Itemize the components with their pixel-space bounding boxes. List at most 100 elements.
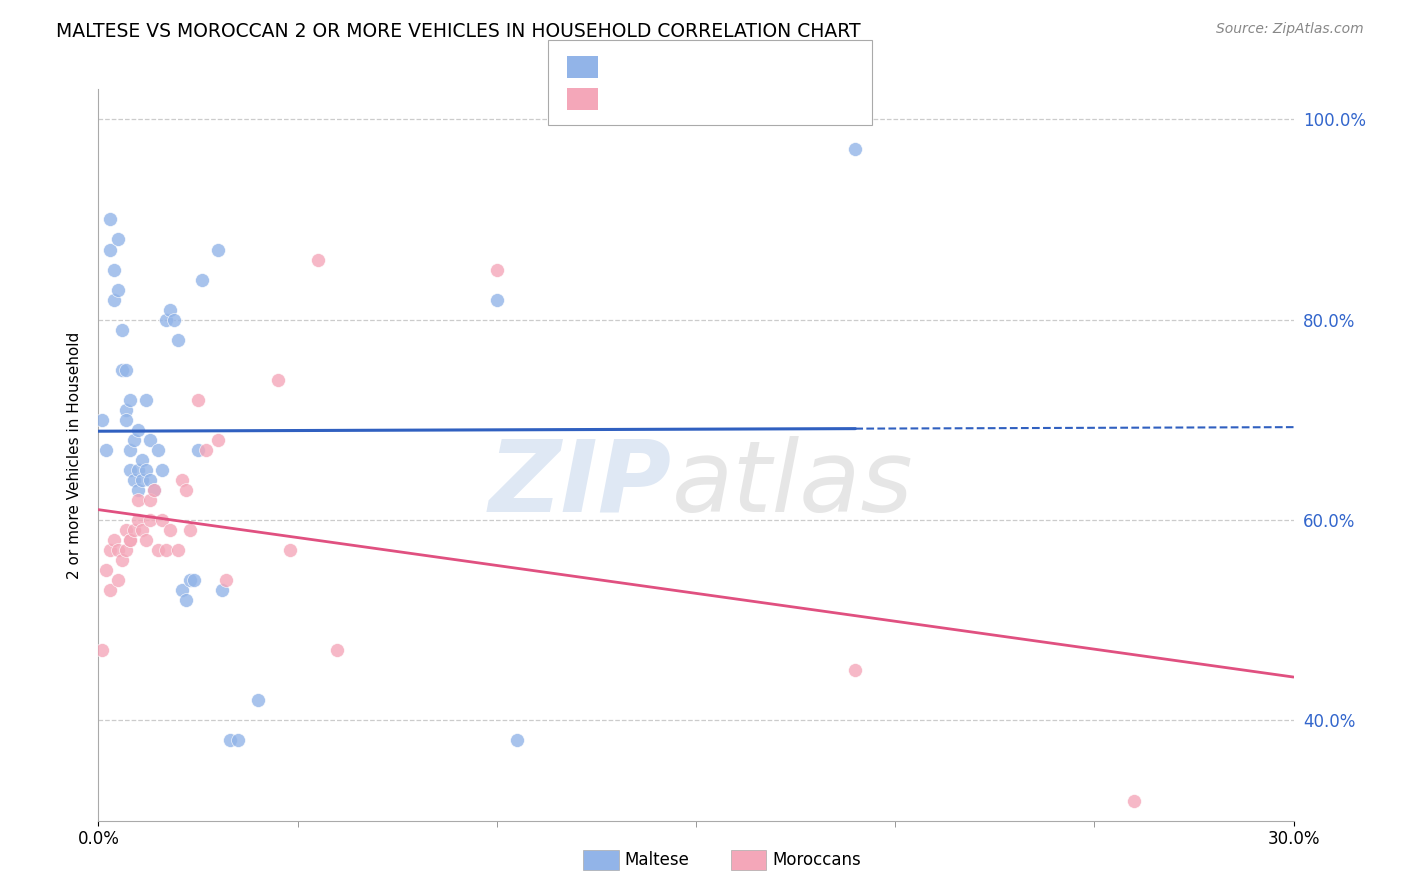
Point (115, 523, 138, 537)
Point (103, 262, 125, 277)
Point (127, 483, 149, 497)
Point (107, 283, 129, 297)
Point (124, 523, 146, 537)
Point (115, 402, 138, 417)
Point (506, 733, 529, 747)
Point (98, 243, 122, 257)
Point (107, 232, 129, 246)
Point (131, 453, 153, 467)
Text: R =: R = (609, 57, 645, 75)
Point (103, 533, 125, 547)
Point (155, 312, 177, 326)
Point (219, 733, 242, 747)
Point (183, 573, 205, 587)
Point (107, 573, 129, 587)
Point (139, 433, 162, 447)
Point (135, 392, 157, 407)
Point (127, 513, 149, 527)
Point (211, 583, 233, 598)
Point (174, 483, 197, 497)
Point (207, 243, 229, 257)
Text: ZIP: ZIP (489, 435, 672, 533)
Text: N =: N = (704, 89, 752, 107)
Point (150, 463, 173, 477)
Point (131, 523, 153, 537)
Point (135, 463, 157, 477)
Point (120, 533, 142, 547)
Point (111, 363, 134, 377)
Point (139, 493, 162, 508)
Point (111, 553, 134, 567)
Point (172, 583, 194, 598)
Point (150, 513, 173, 527)
Text: R =: R = (609, 89, 645, 107)
Point (124, 473, 146, 487)
Point (96, 442, 118, 457)
Text: 0.317: 0.317 (651, 57, 699, 75)
Text: Maltese: Maltese (624, 851, 689, 869)
Text: Source: ZipAtlas.com: Source: ZipAtlas.com (1216, 22, 1364, 37)
Point (98, 583, 122, 598)
Point (127, 423, 149, 437)
Point (127, 493, 149, 508)
Text: N =: N = (704, 57, 752, 75)
Point (139, 473, 162, 487)
Point (167, 543, 190, 558)
Text: 48: 48 (747, 57, 768, 75)
Point (120, 463, 142, 477)
Point (120, 533, 142, 547)
Point (167, 333, 190, 347)
Point (91, 413, 114, 427)
Point (107, 543, 129, 558)
Point (191, 272, 214, 286)
Point (115, 363, 138, 377)
Point (98, 212, 122, 227)
Point (226, 733, 249, 747)
Point (187, 442, 209, 457)
Point (124, 433, 146, 447)
Point (127, 463, 149, 477)
Y-axis label: 2 or more Vehicles in Household: 2 or more Vehicles in Household (66, 331, 82, 579)
Point (326, 643, 349, 657)
Point (103, 293, 125, 307)
Point (1123, 794, 1146, 808)
Point (159, 302, 181, 317)
Point (844, 664, 866, 678)
Point (163, 312, 186, 326)
Point (143, 483, 166, 497)
Point (131, 473, 153, 487)
Point (155, 543, 177, 558)
Point (139, 513, 162, 527)
Point (246, 693, 269, 707)
Point (172, 473, 194, 487)
Point (115, 413, 138, 427)
Point (91, 643, 114, 657)
Point (485, 293, 508, 307)
Point (485, 262, 508, 277)
Point (120, 392, 142, 407)
Point (307, 252, 329, 267)
Point (215, 573, 238, 587)
Point (195, 442, 218, 457)
Point (120, 442, 142, 457)
Text: atlas: atlas (672, 435, 914, 533)
Point (278, 543, 301, 558)
Text: 0.043: 0.043 (651, 89, 699, 107)
Text: MALTESE VS MOROCCAN 2 OR MORE VEHICLES IN HOUSEHOLD CORRELATION CHART: MALTESE VS MOROCCAN 2 OR MORE VEHICLES I… (56, 22, 860, 41)
Text: 39: 39 (747, 89, 768, 107)
Point (148, 442, 170, 457)
Point (115, 543, 138, 558)
Point (187, 392, 209, 407)
Point (267, 373, 290, 387)
Point (159, 523, 181, 537)
Point (111, 323, 134, 337)
Point (143, 483, 166, 497)
Point (179, 573, 201, 587)
Point (179, 523, 201, 537)
Point (148, 543, 170, 558)
Point (98, 543, 122, 558)
Point (96, 563, 118, 577)
Point (135, 533, 157, 547)
Point (207, 433, 229, 447)
Point (844, 142, 866, 156)
